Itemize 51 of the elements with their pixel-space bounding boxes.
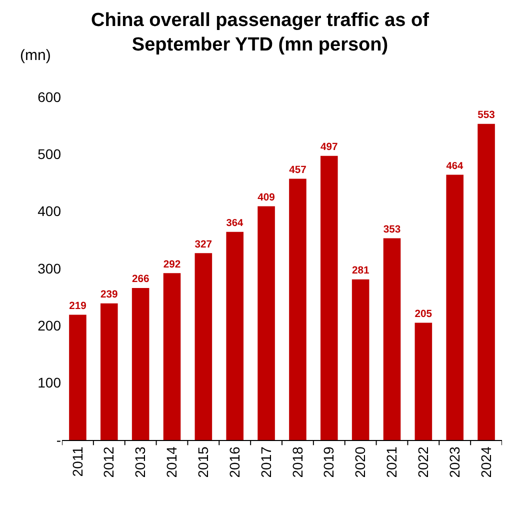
- bar: [163, 273, 181, 440]
- y-tick-label: 200: [38, 318, 62, 334]
- data-label: 239: [100, 290, 118, 301]
- x-tick-label: 2018: [289, 446, 306, 478]
- data-label: 266: [132, 274, 150, 286]
- x-tick-label: 2016: [226, 446, 242, 478]
- y-tick-label: 300: [38, 260, 62, 276]
- data-label: 497: [320, 142, 338, 154]
- x-tick-label: 2015: [194, 446, 211, 478]
- y-tick-label: 500: [38, 146, 62, 162]
- y-tick-label: 100: [38, 374, 62, 391]
- bar: [320, 156, 338, 440]
- x-tick-label: 2020: [352, 446, 368, 478]
- bar: [383, 238, 401, 440]
- y-tick-label: -: [56, 432, 62, 448]
- x-tick-label: 2021: [384, 446, 400, 478]
- data-label: 353: [383, 224, 401, 236]
- y-tick-label: 600: [38, 88, 62, 105]
- bar: [478, 124, 495, 440]
- bar: [194, 253, 212, 440]
- bar: [132, 288, 150, 440]
- x-tick-label: 2013: [132, 446, 148, 478]
- data-label: 205: [414, 309, 432, 320]
- bar: [100, 303, 118, 440]
- bar: [446, 174, 464, 440]
- x-tick-label: 2022: [414, 446, 431, 478]
- data-label: 464: [446, 161, 464, 172]
- data-label: 409: [258, 192, 276, 204]
- data-label: 292: [163, 259, 181, 270]
- x-tick-label: 2011: [69, 446, 86, 477]
- bar: [69, 314, 86, 440]
- bar: [289, 178, 306, 440]
- bar: [414, 322, 432, 440]
- x-tick-label: 2023: [446, 446, 462, 478]
- data-label: 327: [194, 239, 212, 250]
- y-axis-title: (mn): [20, 47, 51, 64]
- bar: [352, 279, 370, 440]
- y-tick-label: 400: [38, 203, 62, 220]
- data-label: 219: [69, 301, 87, 312]
- data-label: 457: [289, 164, 307, 176]
- x-tick-label: 2012: [100, 446, 117, 478]
- x-tick-label: 2019: [320, 446, 337, 478]
- bar: [258, 206, 275, 440]
- x-tick-label: 2014: [164, 446, 180, 478]
- data-label: 281: [352, 266, 370, 277]
- data-label: 364: [226, 218, 244, 230]
- x-tick-label: 2024: [478, 446, 494, 478]
- bar: [226, 232, 244, 440]
- data-label: 553: [478, 110, 496, 122]
- x-tick-label: 2017: [258, 446, 274, 478]
- chart-title: China overall passenager traffic as of September YTD (mn person): [91, 10, 430, 56]
